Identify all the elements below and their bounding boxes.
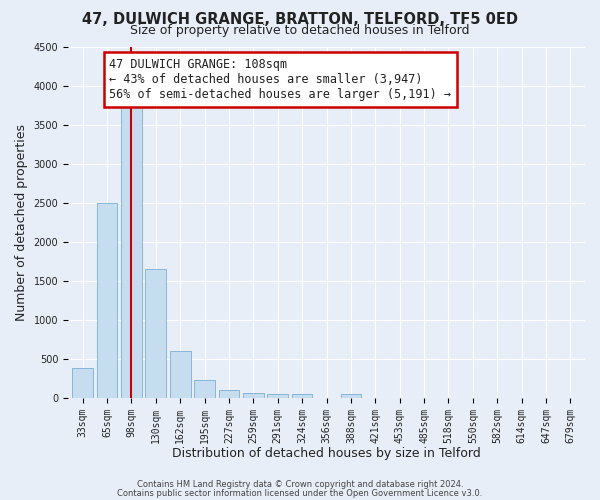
Text: 47, DULWICH GRANGE, BRATTON, TELFORD, TF5 0ED: 47, DULWICH GRANGE, BRATTON, TELFORD, TF… — [82, 12, 518, 28]
Bar — [121, 105, 142, 398]
X-axis label: Distribution of detached houses by size in Telford: Distribution of detached houses by size … — [172, 447, 481, 460]
Bar — [72, 368, 93, 398]
Text: Contains HM Land Registry data © Crown copyright and database right 2024.: Contains HM Land Registry data © Crown c… — [137, 480, 463, 489]
Bar — [292, 394, 313, 398]
Text: Contains public sector information licensed under the Open Government Licence v3: Contains public sector information licen… — [118, 488, 482, 498]
Bar — [268, 394, 288, 398]
Bar — [170, 351, 191, 398]
Bar — [145, 269, 166, 398]
Text: 47 DULWICH GRANGE: 108sqm
← 43% of detached houses are smaller (3,947)
56% of se: 47 DULWICH GRANGE: 108sqm ← 43% of detac… — [109, 58, 451, 101]
Bar — [194, 380, 215, 398]
Bar — [218, 390, 239, 398]
Bar — [97, 202, 118, 398]
Y-axis label: Number of detached properties: Number of detached properties — [15, 124, 28, 320]
Bar — [341, 394, 361, 398]
Bar — [243, 393, 264, 398]
Text: Size of property relative to detached houses in Telford: Size of property relative to detached ho… — [130, 24, 470, 37]
